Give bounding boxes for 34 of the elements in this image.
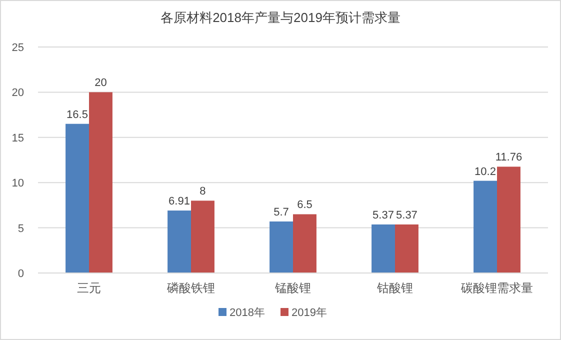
y-tick-label: 10 xyxy=(12,178,24,190)
bar xyxy=(395,224,418,273)
bar xyxy=(168,210,191,273)
data-label: 20 xyxy=(94,77,107,90)
legend-label: 2019年 xyxy=(292,307,327,319)
data-label: 5.37 xyxy=(396,209,418,222)
y-tick-label: 0 xyxy=(18,268,24,280)
chart-title: 各原材料2018年产量与2019年预计需求量 xyxy=(160,10,400,25)
data-label: 5.7 xyxy=(274,206,289,218)
x-tick-label: 锰酸锂 xyxy=(274,281,311,295)
y-tick-label: 5 xyxy=(18,222,24,235)
y-tick-label: 15 xyxy=(12,132,24,144)
data-label: 11.76 xyxy=(495,152,522,164)
legend-label: 2018年 xyxy=(230,307,265,319)
data-label: 6.5 xyxy=(297,199,312,212)
data-label: 5.37 xyxy=(372,209,394,222)
data-label: 8 xyxy=(200,186,206,198)
y-tick-label: 25 xyxy=(12,42,24,54)
data-label: 6.91 xyxy=(168,196,190,208)
data-label: 16.5 xyxy=(66,108,88,121)
bar xyxy=(270,221,293,273)
y-tick-label: 20 xyxy=(12,87,24,100)
bar xyxy=(191,200,214,273)
x-tick-label: 磷酸铁锂 xyxy=(166,281,215,295)
bar xyxy=(89,92,112,273)
x-tick-label: 碳酸锂需求量 xyxy=(460,281,533,295)
x-tick-label: 钴酸锂 xyxy=(376,281,413,295)
data-label: 10.2 xyxy=(474,166,496,178)
bar xyxy=(66,124,89,273)
bar xyxy=(474,180,497,273)
bar xyxy=(497,166,520,273)
bar xyxy=(372,224,395,273)
bar xyxy=(293,214,316,273)
x-tick-label: 三元 xyxy=(77,281,101,295)
